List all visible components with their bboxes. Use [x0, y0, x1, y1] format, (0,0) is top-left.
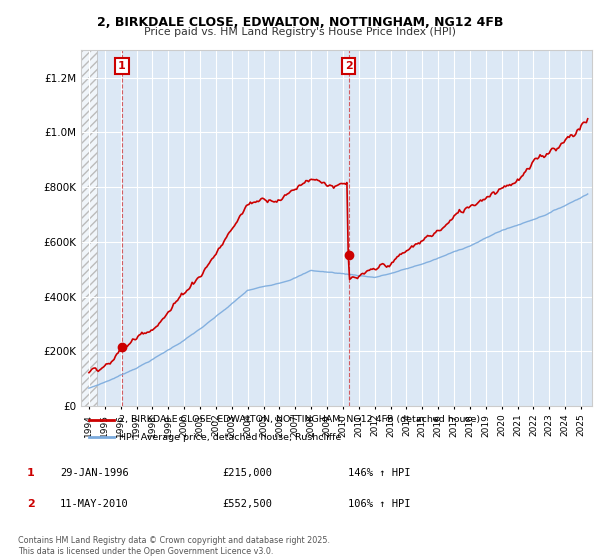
Polygon shape [81, 50, 97, 406]
Text: 29-JAN-1996: 29-JAN-1996 [60, 468, 129, 478]
Text: 2, BIRKDALE CLOSE, EDWALTON, NOTTINGHAM, NG12 4FB (detached house): 2, BIRKDALE CLOSE, EDWALTON, NOTTINGHAM,… [119, 415, 481, 424]
Text: 2: 2 [345, 61, 353, 71]
Text: 146% ↑ HPI: 146% ↑ HPI [348, 468, 410, 478]
Text: Price paid vs. HM Land Registry's House Price Index (HPI): Price paid vs. HM Land Registry's House … [144, 27, 456, 38]
Text: 11-MAY-2010: 11-MAY-2010 [60, 499, 129, 509]
Text: HPI: Average price, detached house, Rushcliffe: HPI: Average price, detached house, Rush… [119, 433, 342, 442]
Text: Contains HM Land Registry data © Crown copyright and database right 2025.
This d: Contains HM Land Registry data © Crown c… [18, 536, 330, 556]
Text: 1: 1 [27, 468, 34, 478]
Text: 2, BIRKDALE CLOSE, EDWALTON, NOTTINGHAM, NG12 4FB: 2, BIRKDALE CLOSE, EDWALTON, NOTTINGHAM,… [97, 16, 503, 29]
Text: 2: 2 [27, 499, 34, 509]
Text: £552,500: £552,500 [222, 499, 272, 509]
Text: £215,000: £215,000 [222, 468, 272, 478]
Text: 106% ↑ HPI: 106% ↑ HPI [348, 499, 410, 509]
Text: 1: 1 [118, 61, 126, 71]
